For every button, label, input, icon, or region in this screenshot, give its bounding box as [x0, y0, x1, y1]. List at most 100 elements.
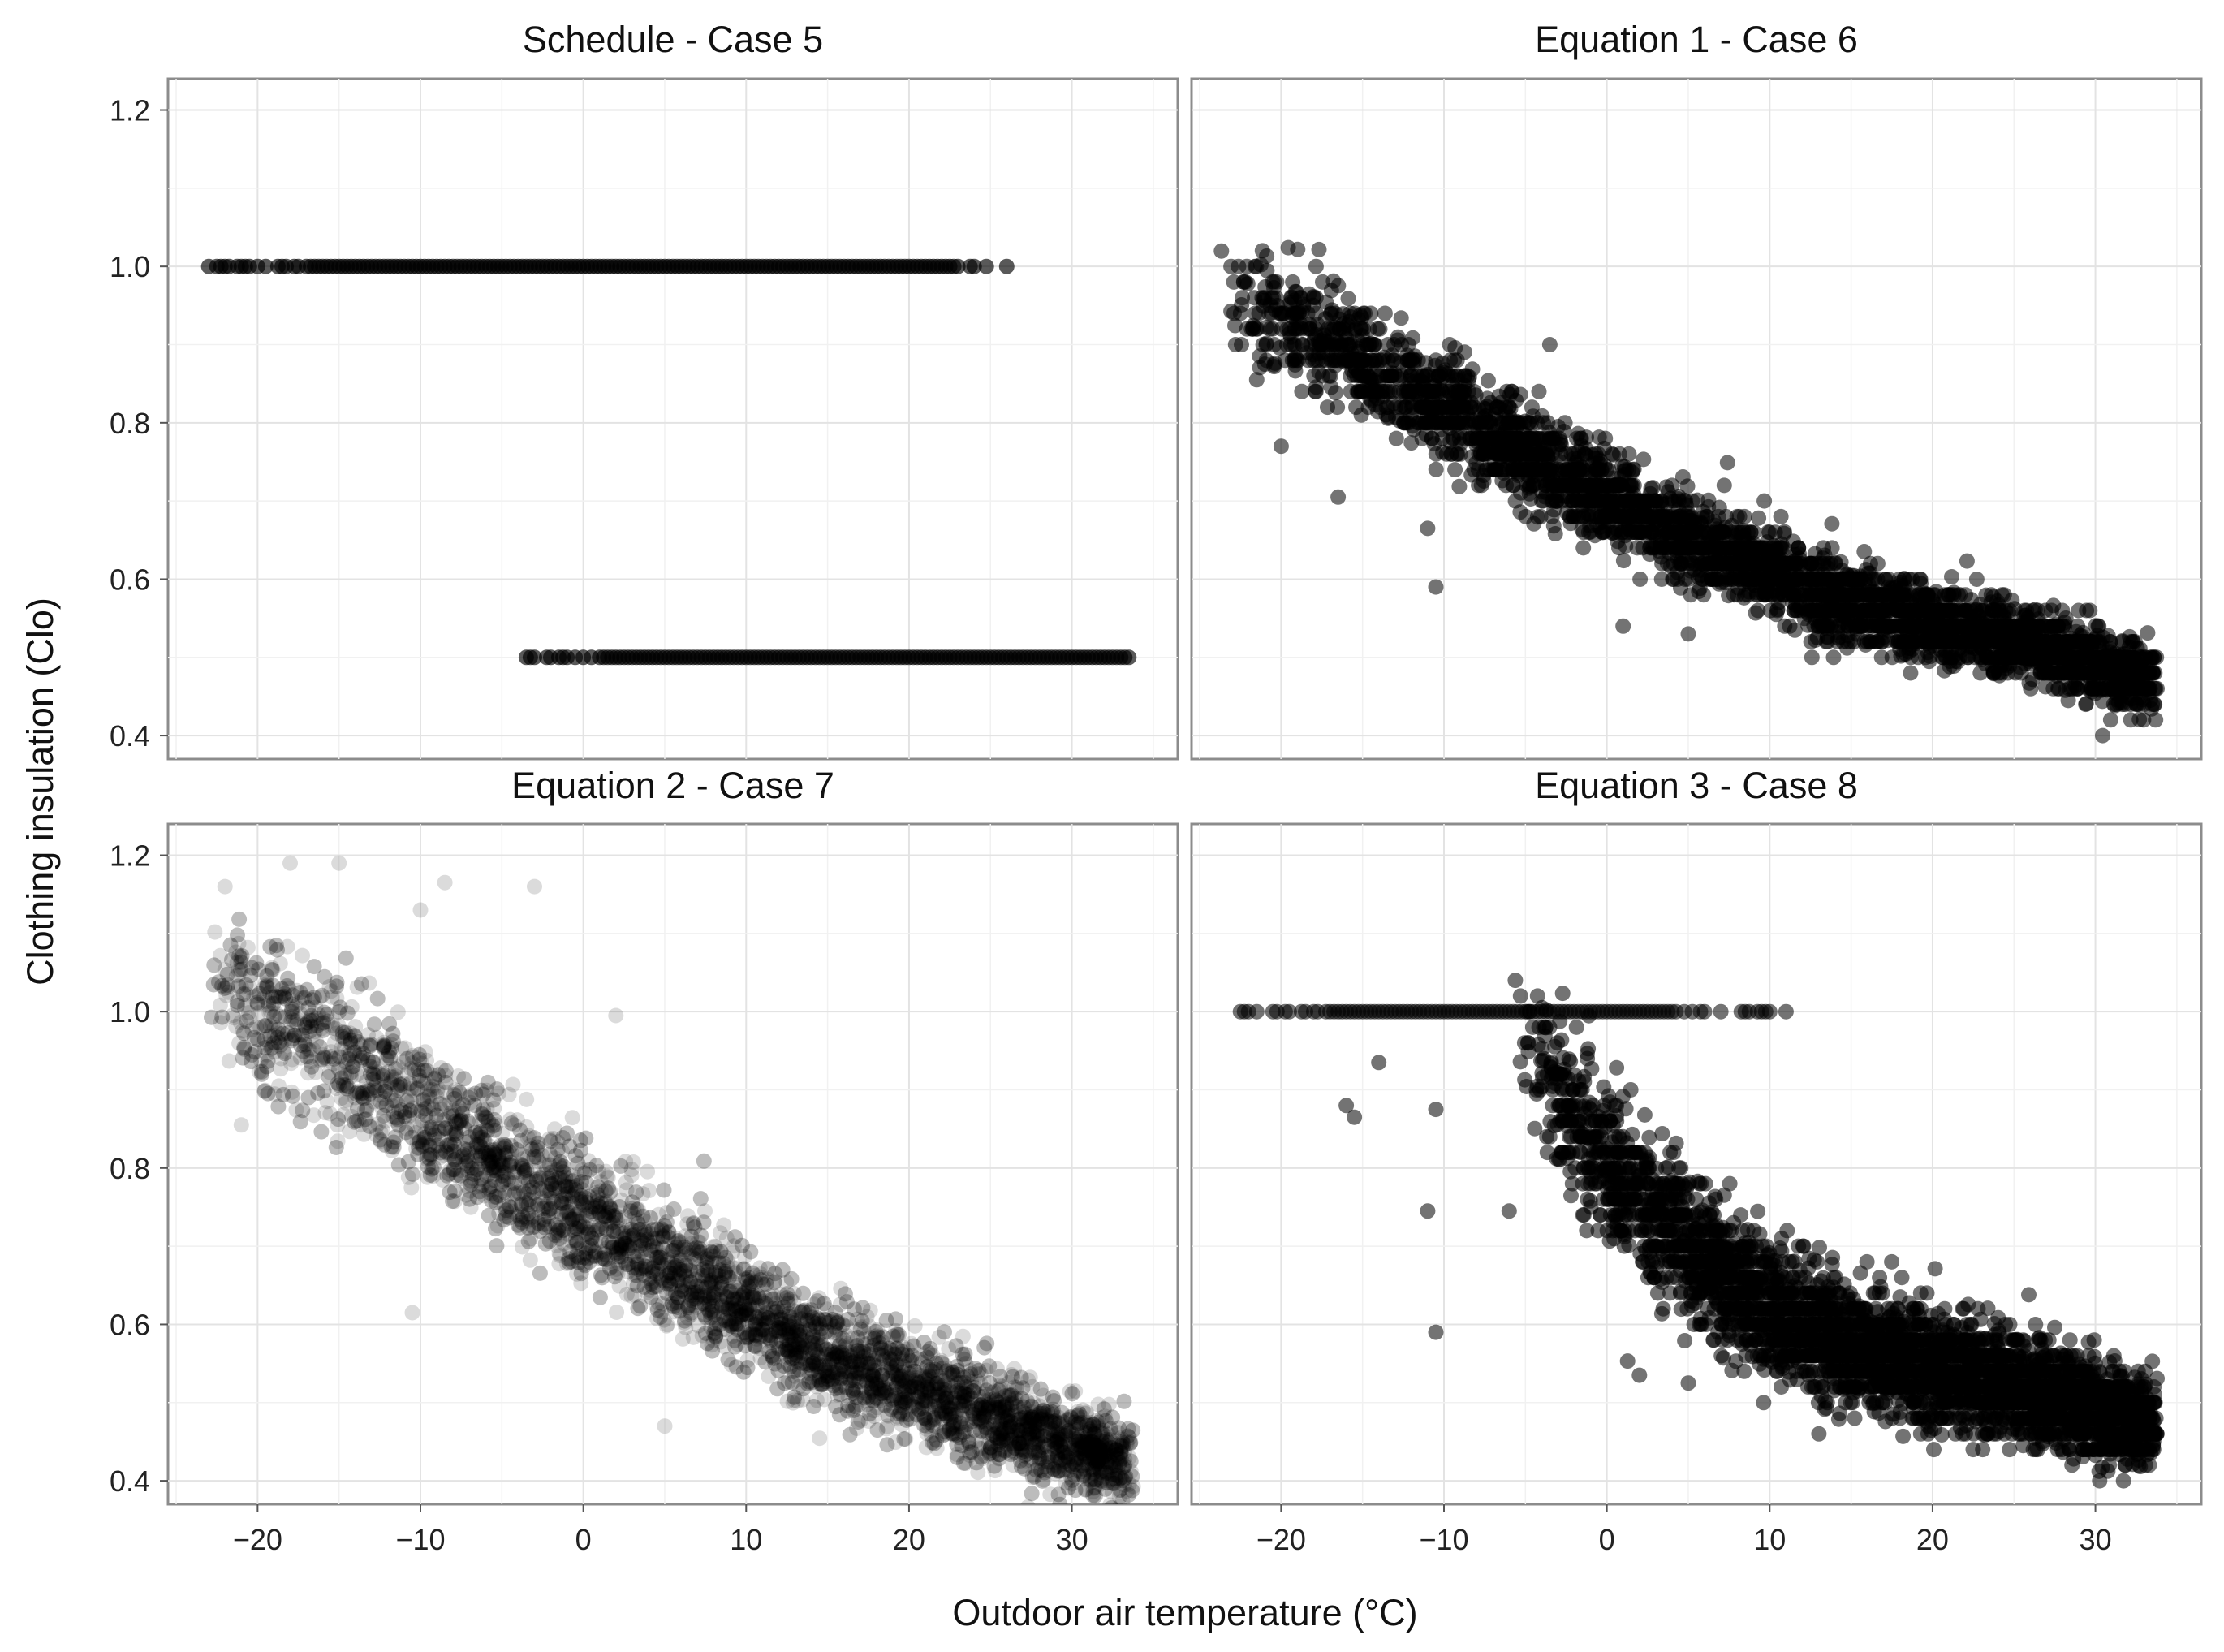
data-point — [1777, 524, 1792, 540]
data-point — [658, 1318, 675, 1334]
data-point — [1288, 284, 1304, 300]
grid-layer — [168, 79, 2201, 1504]
data-point — [2015, 649, 2031, 666]
data-point — [969, 1366, 985, 1382]
data-point — [404, 1055, 420, 1071]
data-point — [974, 1423, 990, 1439]
data-point — [1034, 1416, 1050, 1431]
data-point — [1092, 1457, 1107, 1473]
data-point — [896, 1383, 912, 1400]
data-point — [1101, 1473, 1118, 1488]
data-point — [653, 1271, 670, 1288]
data-point — [475, 1113, 491, 1129]
data-point — [1393, 310, 1409, 326]
data-point — [1267, 302, 1283, 318]
data-point — [1424, 392, 1440, 408]
data-point — [2091, 618, 2107, 634]
data-point — [1093, 1434, 1110, 1450]
data-point — [1045, 1401, 1061, 1417]
data-point — [642, 1234, 658, 1250]
data-point — [682, 1289, 698, 1305]
data-point — [503, 1154, 519, 1171]
data-point — [369, 1068, 386, 1084]
data-point — [834, 1367, 850, 1383]
data-point — [360, 1052, 376, 1068]
data-point — [448, 1154, 464, 1170]
data-point — [832, 1331, 848, 1347]
data-point — [322, 1106, 338, 1122]
data-point — [1047, 1454, 1063, 1470]
data-point — [1023, 1411, 1039, 1427]
data-point — [920, 1394, 936, 1410]
data-point — [1005, 1457, 1021, 1473]
data-point — [478, 1122, 494, 1138]
data-point — [494, 1125, 511, 1141]
data-point — [793, 1348, 809, 1365]
data-point — [1483, 395, 1499, 411]
data-point — [676, 1277, 692, 1293]
data-point — [396, 1079, 412, 1095]
data-point — [784, 1329, 800, 1345]
data-point — [1045, 1404, 1062, 1420]
data-point — [420, 1120, 437, 1137]
data-point — [1035, 1387, 1051, 1404]
data-point — [510, 1163, 526, 1180]
data-point — [256, 989, 273, 1005]
data-point — [877, 1396, 892, 1413]
data-point — [1442, 337, 1458, 352]
data-point — [735, 1329, 752, 1345]
data-point — [719, 1259, 735, 1275]
data-point — [442, 1146, 459, 1162]
data-point — [233, 950, 249, 966]
data-point — [1066, 1454, 1082, 1470]
data-point — [1028, 1409, 1045, 1426]
data-point — [1007, 1404, 1024, 1420]
data-point — [813, 1377, 830, 1393]
data-point — [1636, 451, 1652, 468]
data-point — [597, 1195, 614, 1211]
data-point — [1050, 1443, 1067, 1459]
data-point — [573, 1275, 589, 1292]
data-point — [857, 1350, 873, 1366]
data-point — [530, 1209, 546, 1225]
data-point — [501, 1086, 517, 1102]
data-point — [610, 1220, 627, 1236]
data-point — [933, 1378, 949, 1394]
data-point — [944, 1365, 960, 1382]
data-point — [420, 1081, 436, 1098]
data-point — [811, 1290, 827, 1306]
data-point — [1111, 1489, 1127, 1504]
data-point — [1069, 1463, 1085, 1478]
data-point — [390, 1004, 406, 1020]
data-point — [830, 1344, 847, 1361]
data-point — [1037, 1403, 1053, 1419]
data-point — [1109, 1447, 1124, 1463]
data-point — [675, 1331, 691, 1347]
data-point — [685, 1329, 701, 1345]
data-point — [473, 1141, 489, 1157]
data-point — [618, 1175, 634, 1191]
data-point — [1824, 515, 1840, 532]
data-point — [1695, 510, 1711, 526]
data-point — [627, 1206, 643, 1222]
data-point — [228, 1019, 244, 1034]
data-point — [931, 1389, 946, 1405]
data-point — [1101, 1452, 1118, 1469]
data-point — [558, 1190, 574, 1206]
data-point — [599, 1240, 615, 1256]
data-point — [692, 1287, 708, 1303]
data-point — [787, 1332, 802, 1348]
data-point — [266, 1020, 282, 1036]
data-point — [1308, 258, 1324, 274]
data-point — [1691, 584, 1707, 600]
data-point — [1006, 1361, 1023, 1377]
data-point — [993, 1442, 1009, 1458]
data-point — [737, 1249, 752, 1265]
data-point — [981, 1436, 997, 1452]
data-point — [921, 1369, 937, 1385]
data-point — [1597, 441, 1612, 456]
data-point — [343, 1064, 360, 1080]
data-point — [397, 1040, 413, 1056]
data-point — [1010, 1423, 1025, 1439]
data-point — [1032, 1449, 1048, 1465]
